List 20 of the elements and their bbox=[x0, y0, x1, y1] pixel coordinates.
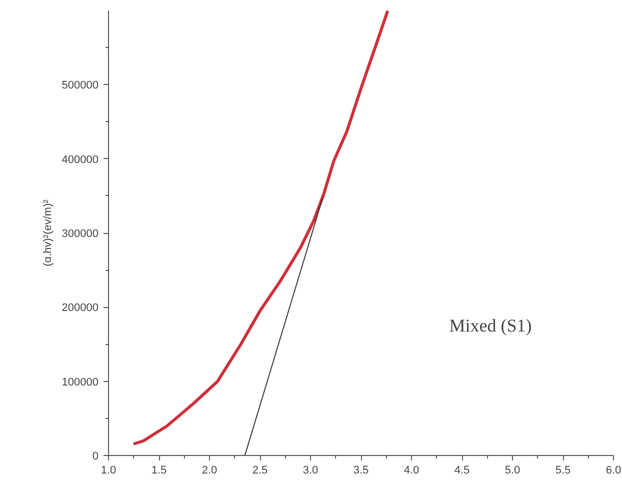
x-tick-label: 4.5 bbox=[454, 464, 470, 476]
x-tick-label: 5.5 bbox=[555, 464, 571, 476]
x-tick-label: 5.0 bbox=[504, 464, 520, 476]
y-tick-label: 200000 bbox=[62, 302, 99, 314]
y-tick-label: 400000 bbox=[62, 154, 99, 166]
x-tick-label: 2.5 bbox=[252, 464, 268, 476]
x-tick-label: 1.0 bbox=[100, 464, 116, 476]
x-tick-label: 3.0 bbox=[302, 464, 318, 476]
y-tick-label: 300000 bbox=[62, 228, 99, 240]
y-tick-label: 100000 bbox=[62, 376, 99, 388]
y-tick-label: 0 bbox=[92, 450, 99, 462]
line-series bbox=[133, 10, 389, 446]
x-tick-label: 6.0 bbox=[606, 464, 622, 476]
y-tick-label: 500000 bbox=[62, 80, 99, 92]
x-tick-label: 1.5 bbox=[151, 464, 167, 476]
x-tick-label: 3.5 bbox=[353, 464, 369, 476]
y-axis-title: (α.hv)²(ev/m)² bbox=[42, 199, 54, 266]
x-tick-label: 2.0 bbox=[202, 464, 218, 476]
x-tick-label: 4.0 bbox=[404, 464, 420, 476]
annotation: Mixed (S1) bbox=[449, 316, 532, 336]
